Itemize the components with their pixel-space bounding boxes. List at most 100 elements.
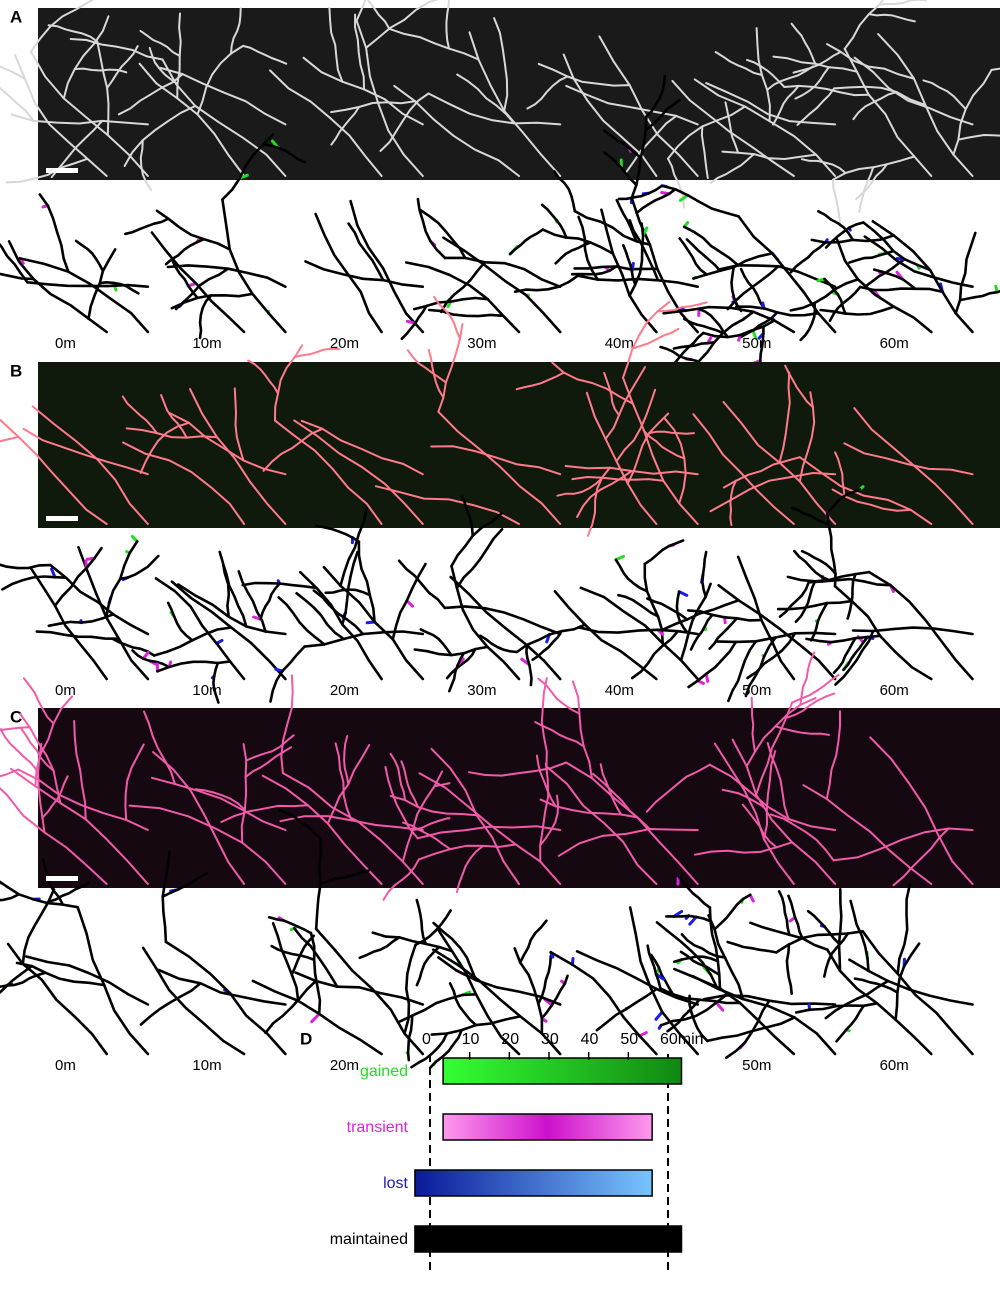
branch bbox=[604, 366, 646, 440]
branch bbox=[673, 967, 796, 1056]
time-label: 0m bbox=[55, 682, 76, 699]
dendrite bbox=[722, 407, 974, 526]
branch bbox=[622, 300, 671, 379]
branch bbox=[790, 506, 831, 527]
branch bbox=[403, 943, 417, 1035]
branch bbox=[729, 479, 737, 526]
branch bbox=[406, 1014, 414, 1062]
branch bbox=[309, 931, 322, 1016]
branch bbox=[833, 584, 933, 681]
dendrite bbox=[746, 0, 1000, 227]
dendrite bbox=[251, 809, 452, 1056]
branch bbox=[212, 661, 220, 704]
branch bbox=[176, 583, 287, 636]
time-label: 20m bbox=[330, 1057, 359, 1074]
bar-label: maintained bbox=[330, 1231, 408, 1248]
branch bbox=[445, 647, 477, 680]
branch bbox=[843, 47, 933, 177]
dendrite bbox=[124, 133, 307, 340]
branch bbox=[630, 115, 648, 200]
dendrite bbox=[304, 199, 425, 334]
branch bbox=[750, 696, 756, 753]
branch bbox=[34, 695, 73, 788]
branch bbox=[366, 0, 391, 30]
dendrite bbox=[0, 405, 149, 525]
branch bbox=[106, 45, 139, 89]
branch bbox=[724, 101, 740, 154]
time-label: 60m bbox=[880, 335, 909, 352]
branch bbox=[47, 881, 91, 904]
branch bbox=[660, 598, 740, 632]
branch bbox=[617, 184, 664, 201]
time-label: 50m bbox=[742, 682, 771, 699]
branch bbox=[745, 697, 817, 768]
branch bbox=[293, 927, 339, 989]
branch bbox=[646, 944, 662, 990]
branch bbox=[774, 725, 830, 736]
branch bbox=[705, 1016, 796, 1043]
branch bbox=[148, 47, 179, 86]
branch bbox=[537, 62, 631, 87]
branch bbox=[445, 0, 450, 50]
scale-bar bbox=[46, 516, 78, 521]
branch bbox=[571, 680, 593, 780]
branch bbox=[0, 242, 29, 284]
branch bbox=[952, 68, 993, 156]
branch bbox=[867, 13, 916, 23]
branch bbox=[139, 139, 152, 191]
dendrite bbox=[128, 710, 295, 885]
branch bbox=[587, 466, 611, 537]
branch bbox=[824, 221, 865, 249]
branch bbox=[776, 599, 854, 611]
branch bbox=[122, 441, 246, 525]
branch bbox=[319, 869, 370, 886]
branch bbox=[76, 905, 150, 1056]
branch bbox=[87, 248, 117, 320]
branch bbox=[73, 720, 87, 821]
branch bbox=[617, 593, 660, 618]
branch bbox=[922, 79, 967, 111]
branch bbox=[861, 929, 974, 1056]
branch bbox=[707, 914, 745, 1001]
branch bbox=[688, 994, 709, 1043]
branch bbox=[47, 24, 99, 43]
timeline-bar bbox=[442, 1113, 653, 1141]
branch bbox=[871, 220, 974, 334]
branch bbox=[835, 1004, 866, 1043]
time-label: 30m bbox=[467, 682, 496, 699]
branch bbox=[22, 677, 55, 725]
branch bbox=[0, 435, 20, 443]
branch bbox=[644, 98, 681, 132]
branch bbox=[848, 958, 974, 1006]
time-label: 60m bbox=[880, 682, 909, 699]
branch bbox=[735, 305, 820, 317]
branch bbox=[622, 376, 699, 525]
branch bbox=[794, 579, 817, 624]
tick-label: 10 bbox=[462, 1031, 480, 1048]
branch bbox=[139, 421, 190, 474]
branch bbox=[833, 85, 927, 106]
branch bbox=[786, 570, 871, 583]
spine bbox=[614, 554, 626, 562]
branch bbox=[819, 305, 896, 316]
branch bbox=[659, 345, 700, 363]
dendrite bbox=[645, 555, 837, 703]
branch bbox=[157, 968, 287, 1006]
branch bbox=[245, 734, 295, 762]
branch bbox=[793, 549, 831, 582]
branch bbox=[330, 100, 416, 114]
branch bbox=[731, 738, 837, 885]
branch bbox=[685, 238, 722, 273]
branch bbox=[714, 51, 763, 76]
branch bbox=[727, 639, 758, 703]
time-label: 0m bbox=[55, 335, 76, 352]
branch bbox=[799, 301, 817, 342]
dendrite bbox=[0, 534, 160, 681]
branch bbox=[763, 750, 777, 841]
branch bbox=[766, 741, 790, 820]
branch bbox=[739, 267, 766, 310]
branch bbox=[277, 596, 326, 646]
branch bbox=[240, 743, 248, 844]
branch bbox=[556, 476, 604, 497]
branch bbox=[391, 562, 427, 641]
